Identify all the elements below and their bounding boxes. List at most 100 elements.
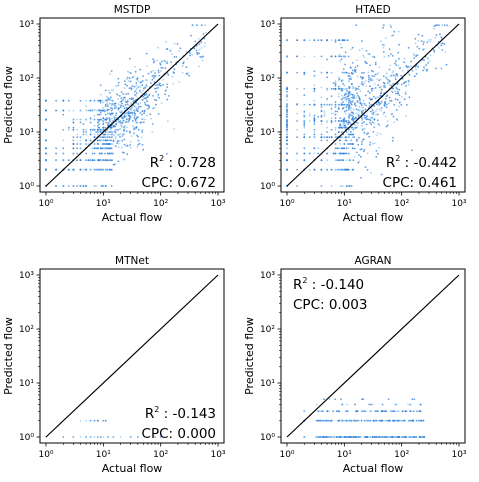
data-point xyxy=(330,136,333,139)
data-point xyxy=(396,419,399,422)
data-point xyxy=(371,79,374,82)
data-point xyxy=(380,109,383,112)
data-point xyxy=(79,436,82,438)
data-point xyxy=(415,436,417,438)
data-point xyxy=(400,419,402,422)
data-point xyxy=(115,128,117,131)
data-point xyxy=(79,139,82,142)
data-point xyxy=(296,159,298,162)
data-point xyxy=(370,79,372,82)
data-point xyxy=(117,103,120,106)
data-point xyxy=(286,105,288,108)
data-point xyxy=(141,113,143,116)
data-point xyxy=(124,83,127,86)
data-point xyxy=(339,185,342,187)
data-point xyxy=(353,103,356,106)
data-point xyxy=(370,77,372,80)
data-point xyxy=(358,154,360,157)
data-point xyxy=(96,436,99,438)
data-point xyxy=(334,80,337,83)
data-point xyxy=(122,93,125,95)
data-point xyxy=(166,62,169,65)
data-point xyxy=(350,185,353,187)
data-point xyxy=(152,58,155,61)
data-point xyxy=(422,48,424,51)
data-point xyxy=(361,117,363,120)
data-point xyxy=(107,103,109,106)
data-point xyxy=(330,112,333,115)
data-point xyxy=(99,131,102,133)
data-point xyxy=(121,126,123,128)
data-point xyxy=(167,95,170,97)
data-point xyxy=(76,143,79,145)
data-point xyxy=(407,403,409,406)
data-point xyxy=(364,436,366,438)
data-point xyxy=(351,62,354,64)
data-point xyxy=(91,109,94,112)
data-point xyxy=(142,89,144,92)
data-point xyxy=(344,98,347,101)
data-point xyxy=(323,136,326,139)
data-point xyxy=(139,68,142,71)
data-point xyxy=(128,71,131,74)
data-point xyxy=(359,76,362,78)
data-point xyxy=(355,436,357,438)
data-point xyxy=(407,46,410,49)
data-point xyxy=(352,97,355,100)
data-point xyxy=(128,57,131,60)
data-point xyxy=(130,141,132,143)
data-point xyxy=(346,89,348,92)
data-point xyxy=(160,102,163,104)
data-point xyxy=(371,142,374,145)
data-point xyxy=(372,419,375,422)
data-point xyxy=(145,92,148,95)
data-point xyxy=(136,134,138,137)
data-point xyxy=(139,81,142,84)
data-point xyxy=(98,118,101,121)
data-point xyxy=(354,66,357,69)
data-point xyxy=(79,118,82,121)
data-point xyxy=(72,128,75,131)
data-point xyxy=(358,419,360,422)
data-point xyxy=(381,403,384,406)
data-point xyxy=(136,145,139,148)
data-point xyxy=(429,54,432,57)
data-point xyxy=(413,75,416,78)
data-point xyxy=(382,24,385,27)
data-point xyxy=(394,62,396,65)
data-point xyxy=(45,147,47,150)
data-point xyxy=(313,90,316,93)
data-point xyxy=(123,130,126,132)
data-point xyxy=(121,146,123,149)
data-point xyxy=(286,107,288,109)
data-point xyxy=(348,108,350,111)
data-point xyxy=(396,90,399,93)
data-point xyxy=(396,88,399,90)
data-point xyxy=(363,419,366,422)
data-point xyxy=(87,109,90,112)
data-point xyxy=(352,168,355,171)
data-point xyxy=(100,139,103,142)
data-point xyxy=(385,106,388,109)
data-point xyxy=(98,123,101,125)
data-point xyxy=(396,83,399,85)
data-point xyxy=(79,185,82,187)
data-point xyxy=(369,419,371,422)
data-point xyxy=(176,43,179,45)
data-point xyxy=(143,97,146,100)
data-point xyxy=(72,136,75,139)
data-point xyxy=(367,436,370,438)
data-point xyxy=(116,133,119,136)
data-point xyxy=(93,128,96,131)
data-point xyxy=(155,87,158,90)
data-point xyxy=(404,410,407,413)
data-point xyxy=(165,48,168,50)
data-point xyxy=(108,89,110,92)
data-point xyxy=(348,107,350,109)
data-point xyxy=(411,69,414,72)
data-point xyxy=(433,25,436,27)
data-point xyxy=(361,119,364,122)
data-point xyxy=(128,87,131,89)
data-point xyxy=(366,436,368,438)
x-tick-label: 10² xyxy=(153,199,168,209)
